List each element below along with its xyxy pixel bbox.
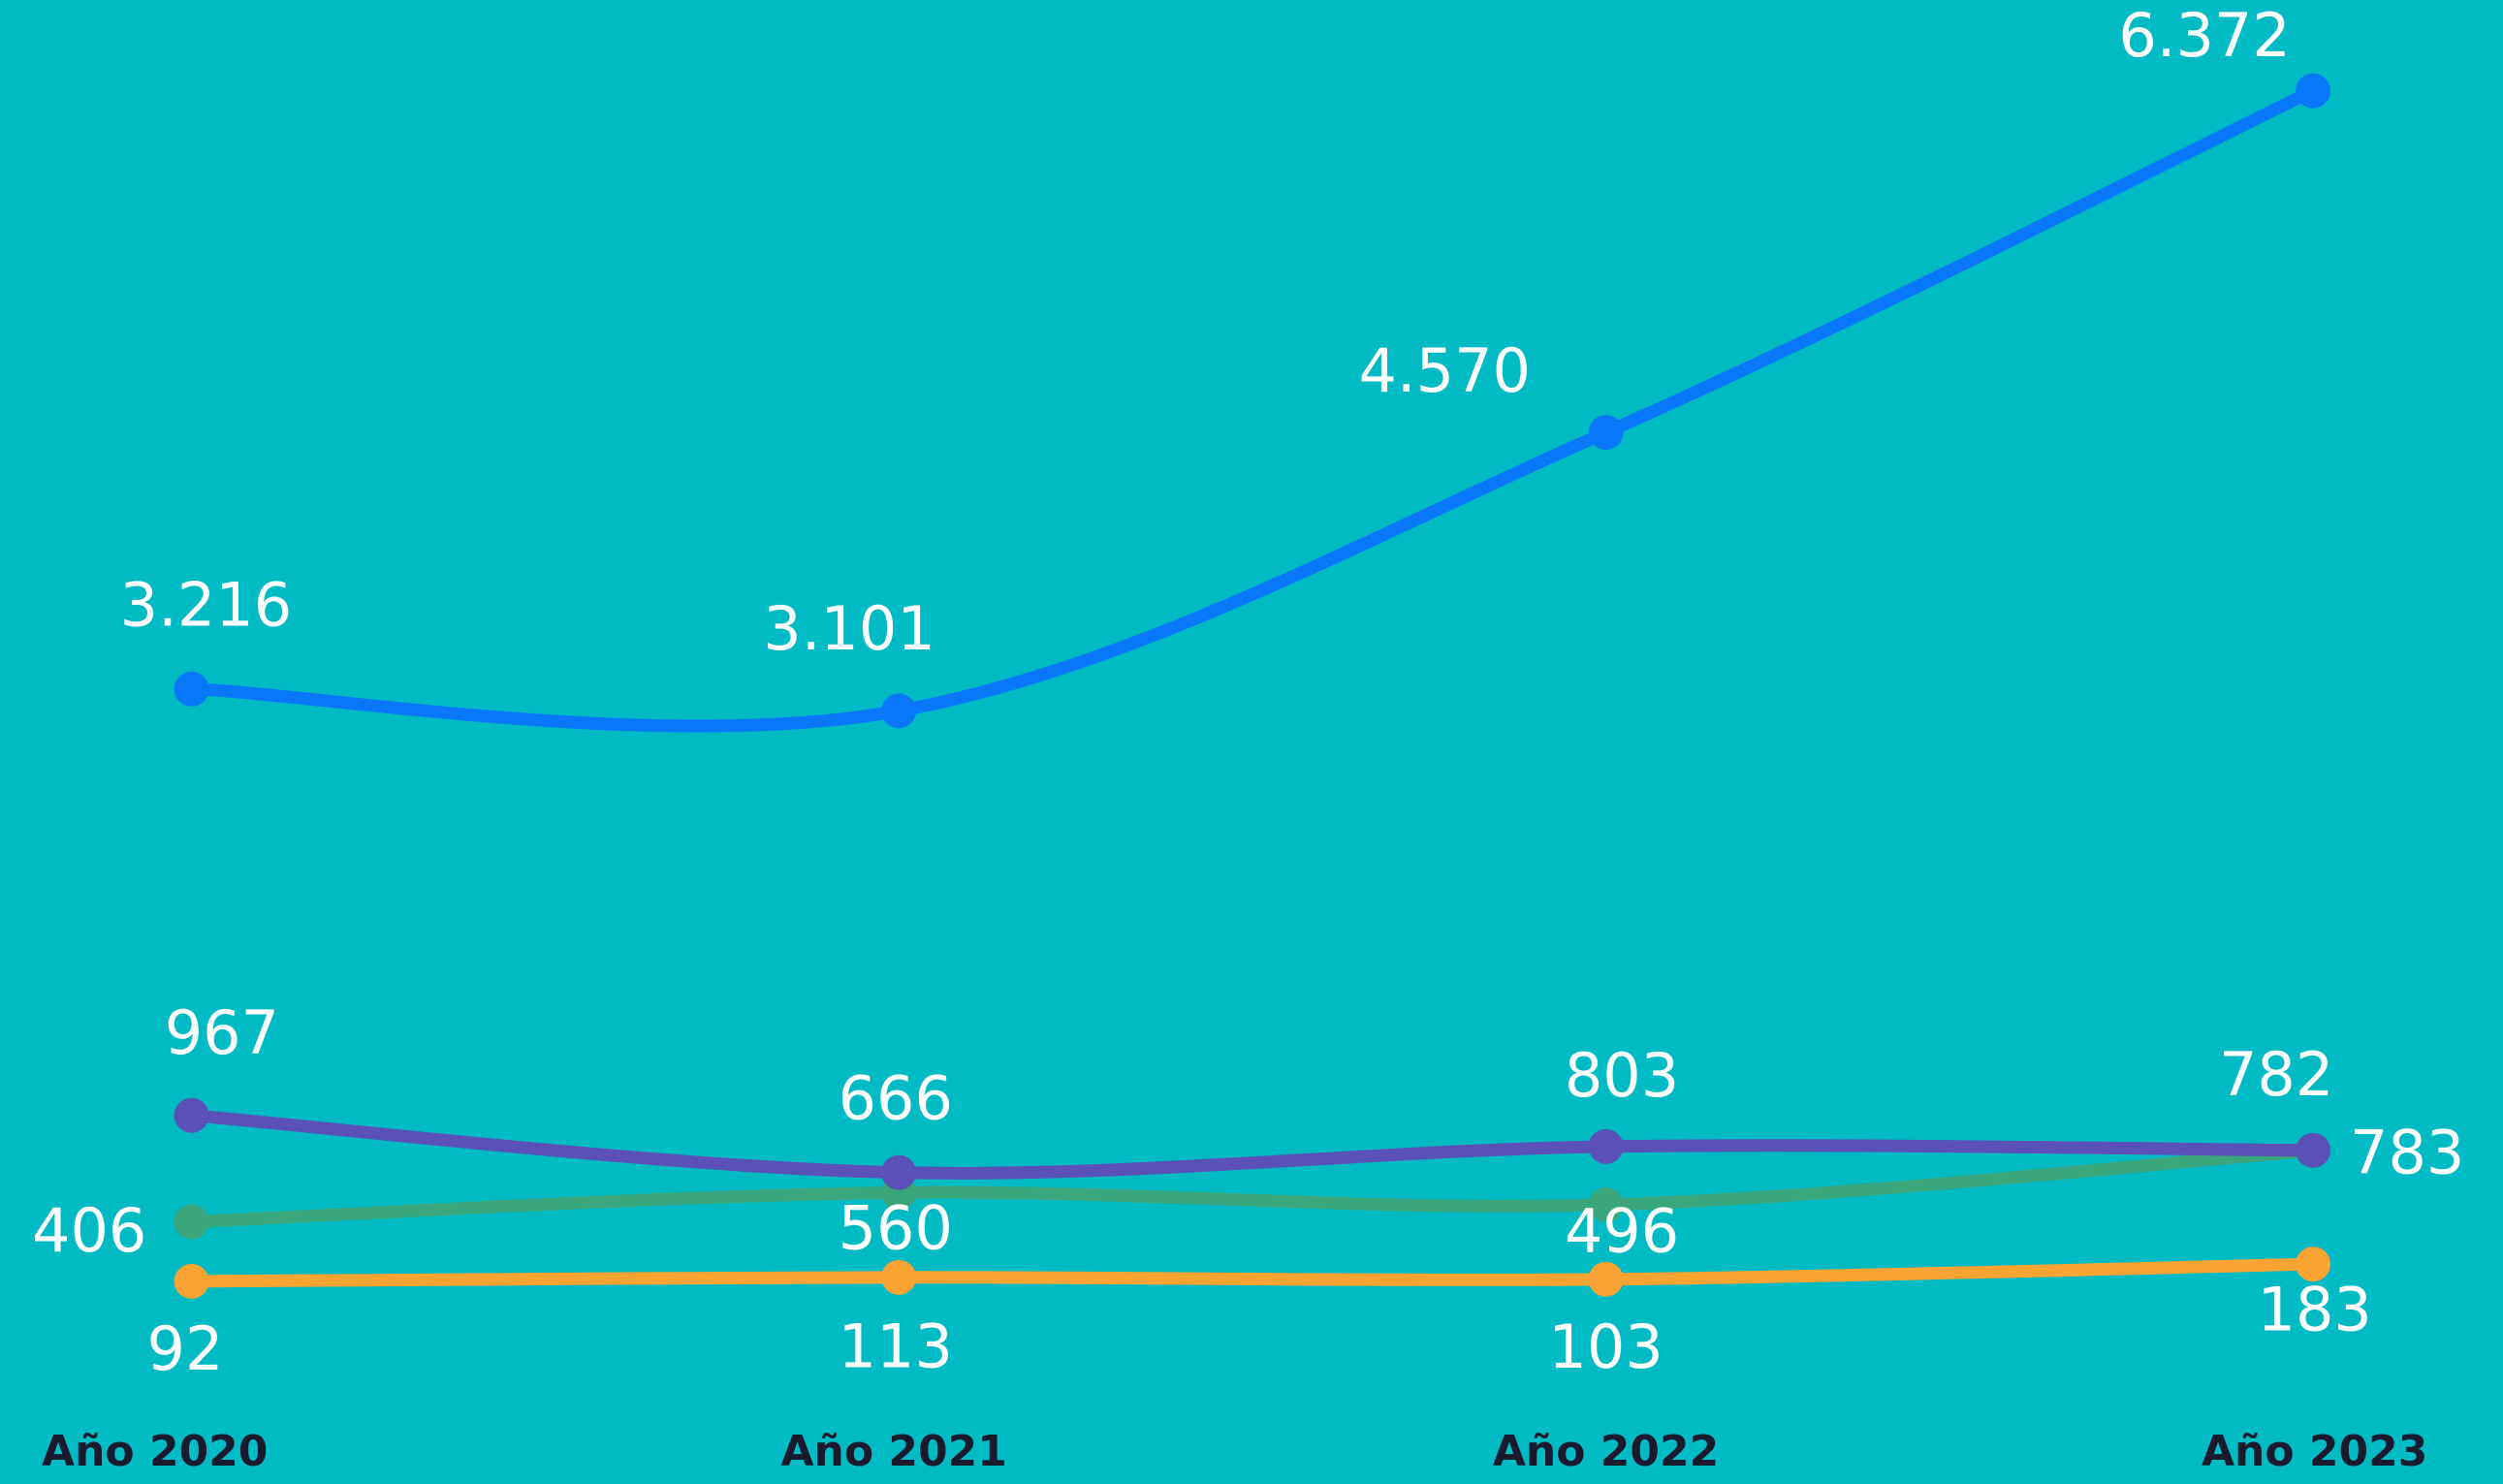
series-line: [185, 84, 2320, 733]
data-label: 3.101: [763, 593, 935, 664]
x-tick-label: Año 2021: [780, 1427, 1006, 1476]
data-point: [881, 1259, 917, 1295]
series-line: [185, 1109, 2320, 1180]
data-label: 782: [2219, 1039, 2333, 1110]
data-label: 406: [32, 1195, 146, 1266]
data-label: 496: [1565, 1195, 1679, 1266]
data-label: 183: [2258, 1274, 2372, 1344]
data-point: [1588, 415, 1624, 451]
data-point: [174, 1204, 209, 1240]
data-label: 6.372: [2118, 0, 2291, 71]
data-point: [1588, 1128, 1624, 1164]
data-point: [2296, 1247, 2331, 1282]
data-point: [2296, 73, 2331, 109]
data-label: 783: [2350, 1117, 2464, 1187]
data-point: [2296, 1132, 2331, 1168]
data-point: [1588, 1261, 1624, 1297]
data-point: [174, 1097, 209, 1133]
series-line: [185, 1144, 2320, 1229]
data-label: 666: [839, 1062, 953, 1133]
data-label: 92: [147, 1313, 224, 1384]
x-tick-label: Año 2023: [2202, 1427, 2427, 1476]
data-point: [881, 1154, 917, 1190]
data-point: [1588, 1186, 1624, 1222]
data-label: 560: [839, 1193, 953, 1264]
x-tick-label: Año 2022: [1493, 1427, 1719, 1476]
data-point: [174, 671, 209, 707]
data-label: 113: [839, 1311, 953, 1382]
data-label: 4.570: [1358, 335, 1531, 406]
data-label: 967: [165, 997, 279, 1068]
data-label: 3.216: [120, 570, 293, 641]
data-point: [881, 693, 917, 729]
data-label: 803: [1565, 1040, 1679, 1111]
x-tick-label: Año 2020: [42, 1427, 268, 1476]
series-line: [185, 1257, 2320, 1288]
data-label: 103: [1548, 1311, 1663, 1382]
data-point: [174, 1263, 209, 1299]
